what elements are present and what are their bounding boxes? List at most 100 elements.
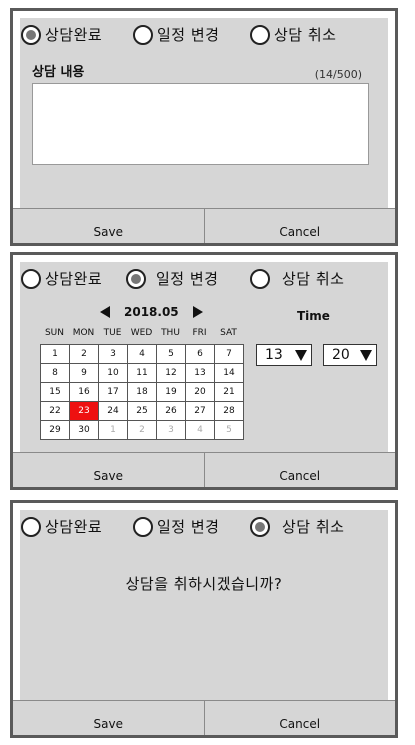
dropdown-arrow-icon bbox=[295, 349, 307, 361]
radio-unselected-icon bbox=[21, 268, 41, 289]
calendar-day[interactable]: 16 bbox=[69, 382, 99, 402]
cancel-confirm-message: 상담을 취하시겠습니까? bbox=[125, 575, 283, 593]
weekday-label: SUN bbox=[44, 328, 65, 338]
calendar-day[interactable]: 15 bbox=[40, 382, 70, 402]
panel-body: 상담완료 일정 변경 상담 취소 상담을 취하시겠습니까? Save Cance… bbox=[13, 510, 395, 735]
radio-unselected-icon bbox=[133, 516, 153, 537]
radio-consult-cancel[interactable]: 상담 취소 bbox=[250, 516, 344, 537]
radio-consult-cancel[interactable]: 상담 취소 bbox=[250, 268, 344, 289]
weekday-label: SAT bbox=[220, 328, 237, 338]
radio-consult-complete[interactable]: 상담완료 bbox=[21, 24, 102, 45]
calendar-day[interactable]: 3 bbox=[98, 344, 128, 364]
calendar-day[interactable]: 14 bbox=[214, 363, 244, 383]
prev-month-icon[interactable] bbox=[100, 306, 110, 318]
calendar-day[interactable]: 30 bbox=[69, 420, 99, 440]
radio-schedule-change[interactable]: 일정 변경 bbox=[126, 268, 218, 289]
radio-label: 상담 취소 bbox=[282, 518, 345, 536]
save-button[interactable]: Save bbox=[13, 209, 205, 243]
calendar-day[interactable]: 8 bbox=[40, 363, 70, 383]
radio-selected-icon bbox=[126, 268, 146, 289]
button-bar: Save Cancel bbox=[13, 452, 395, 487]
calendar-grid: 1 2 3 4 5 6 7 8 9 10 11 12 13 14 15 16 17 18 19 20 21 22 23 24 2… bbox=[40, 344, 244, 440]
consult-complete-panel: 상담완료 일정 변경 상담 취소 상담 내용 (14/500) Save Can… bbox=[10, 8, 398, 246]
calendar-day-next-month[interactable]: 2 bbox=[127, 420, 157, 440]
calendar-day[interactable]: 4 bbox=[127, 344, 157, 364]
calendar-day[interactable]: 28 bbox=[214, 401, 244, 421]
weekday-label: THU bbox=[161, 328, 180, 338]
calendar-day[interactable]: 17 bbox=[98, 382, 128, 402]
weekday-header: SUN MON TUE WED THU FRI SAT bbox=[40, 328, 243, 338]
radio-label: 일정 변경 bbox=[156, 270, 219, 288]
radio-unselected-icon bbox=[21, 516, 41, 537]
radio-consult-complete[interactable]: 상담완료 bbox=[21, 268, 102, 289]
radio-consult-cancel[interactable]: 상담 취소 bbox=[250, 24, 336, 45]
calendar-day[interactable]: 1 bbox=[40, 344, 70, 364]
month-label: 2018.05 bbox=[124, 305, 179, 319]
calendar-day[interactable]: 11 bbox=[127, 363, 157, 383]
calendar-day-selected[interactable]: 23 bbox=[69, 401, 99, 421]
weekday-label: FRI bbox=[192, 328, 207, 338]
next-month-icon[interactable] bbox=[192, 306, 203, 318]
calendar-week-row: 15 16 17 18 19 20 21 bbox=[40, 382, 244, 402]
char-counter: (14/500) bbox=[314, 68, 362, 81]
weekday-label: MON bbox=[72, 328, 95, 338]
save-button[interactable]: Save bbox=[13, 453, 205, 487]
calendar-day[interactable]: 26 bbox=[156, 401, 186, 421]
radio-selected-icon bbox=[250, 516, 270, 537]
radio-schedule-change[interactable]: 일정 변경 bbox=[133, 24, 219, 45]
panel-body: 상담완료 일정 변경 상담 취소 상담 내용 (14/500) Save Can… bbox=[13, 18, 395, 243]
radio-label: 일정 변경 bbox=[157, 518, 220, 536]
calendar-day[interactable]: 21 bbox=[214, 382, 244, 402]
calendar-week-row: 8 9 10 11 12 13 14 bbox=[40, 363, 244, 383]
calendar-day[interactable]: 2 bbox=[69, 344, 99, 364]
radio-label: 상담완료 bbox=[45, 518, 103, 536]
radio-unselected-icon bbox=[250, 24, 270, 45]
calendar-day[interactable]: 5 bbox=[156, 344, 186, 364]
calendar-day[interactable]: 7 bbox=[214, 344, 244, 364]
dropdown-arrow-icon bbox=[360, 349, 372, 361]
calendar-day[interactable]: 20 bbox=[185, 382, 215, 402]
radio-consult-complete[interactable]: 상담완료 bbox=[21, 516, 102, 537]
calendar-day[interactable]: 19 bbox=[156, 382, 186, 402]
radio-label: 상담완료 bbox=[45, 270, 103, 288]
radio-label: 일정 변경 bbox=[157, 26, 220, 44]
calendar-day[interactable]: 22 bbox=[40, 401, 70, 421]
calendar-day[interactable]: 9 bbox=[69, 363, 99, 383]
calendar-day[interactable]: 29 bbox=[40, 420, 70, 440]
cancel-button[interactable]: Cancel bbox=[279, 717, 321, 731]
calendar-day-next-month[interactable]: 1 bbox=[98, 420, 128, 440]
weekday-label: WED bbox=[130, 328, 153, 338]
minute-select[interactable]: 20 bbox=[323, 344, 377, 366]
radio-selected-icon bbox=[21, 24, 41, 45]
radio-unselected-icon bbox=[250, 268, 270, 289]
calendar-day[interactable]: 13 bbox=[185, 363, 215, 383]
save-button[interactable]: Save bbox=[13, 701, 205, 735]
status-radio-group: 상담완료 일정 변경 상담 취소 bbox=[20, 510, 388, 540]
calendar-day[interactable]: 25 bbox=[127, 401, 157, 421]
radio-label: 상담 취소 bbox=[282, 270, 345, 288]
calendar-day-next-month[interactable]: 3 bbox=[156, 420, 186, 440]
schedule-change-panel: 상담완료 일정 변경 상담 취소 2018.05 SUN MON TUE WED… bbox=[10, 252, 398, 490]
radio-label: 상담 취소 bbox=[274, 26, 337, 44]
calendar-day[interactable]: 18 bbox=[127, 382, 157, 402]
calendar-header: 2018.05 bbox=[100, 305, 203, 319]
hour-select[interactable]: 13 bbox=[256, 344, 312, 366]
consult-cancel-panel: 상담완료 일정 변경 상담 취소 상담을 취하시겠습니까? Save Cance… bbox=[10, 500, 398, 738]
radio-schedule-change[interactable]: 일정 변경 bbox=[133, 516, 219, 537]
calendar-week-row: 22 23 24 25 26 27 28 bbox=[40, 401, 244, 421]
radio-unselected-icon bbox=[133, 24, 153, 45]
content-textarea[interactable] bbox=[32, 83, 369, 165]
calendar-day-next-month[interactable]: 4 bbox=[185, 420, 215, 440]
calendar-day[interactable]: 24 bbox=[98, 401, 128, 421]
radio-label: 상담완료 bbox=[45, 26, 103, 44]
cancel-button[interactable]: Cancel bbox=[279, 225, 321, 239]
calendar-day[interactable]: 12 bbox=[156, 363, 186, 383]
cancel-button[interactable]: Cancel bbox=[279, 469, 321, 483]
button-bar: Save Cancel bbox=[13, 208, 395, 243]
calendar-day[interactable]: 27 bbox=[185, 401, 215, 421]
calendar-day[interactable]: 6 bbox=[185, 344, 215, 364]
button-bar: Save Cancel bbox=[13, 700, 395, 735]
calendar-day[interactable]: 10 bbox=[98, 363, 128, 383]
calendar-day-next-month[interactable]: 5 bbox=[214, 420, 244, 440]
